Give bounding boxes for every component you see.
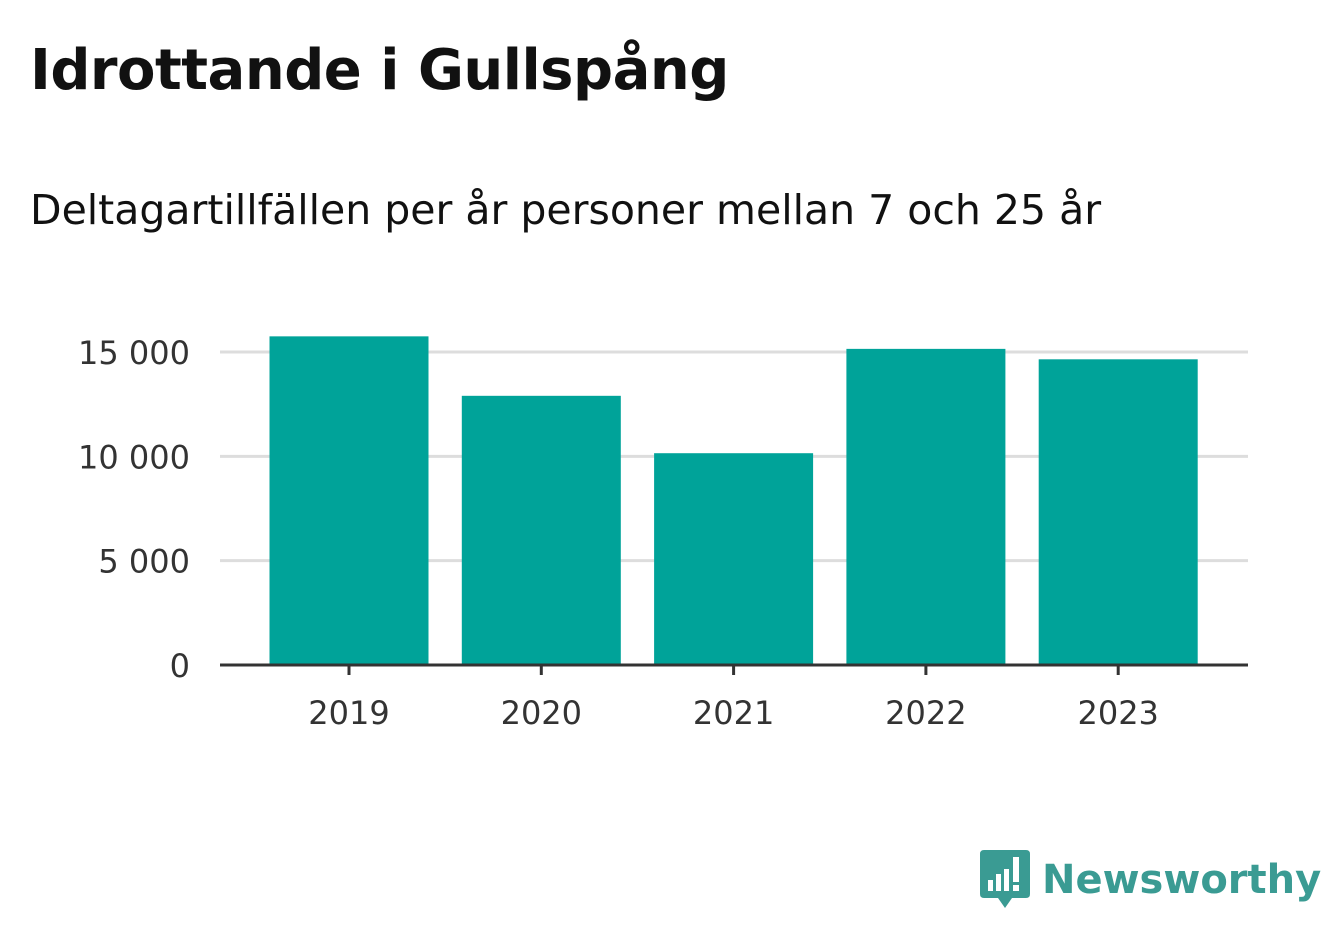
x-tick-label: 2021 [693, 694, 774, 732]
y-tick-label: 15 000 [78, 334, 190, 372]
bar-2022 [846, 348, 1006, 665]
bar-2023 [1038, 359, 1198, 665]
chart-title: Idrottande i Gullspång [30, 38, 729, 103]
brand-name: Newsworthy [1042, 857, 1322, 903]
bar-2020 [461, 395, 621, 665]
x-axis [220, 663, 1248, 675]
x-tick-label: 2020 [501, 694, 582, 732]
newsworthy-logo-icon [980, 850, 1030, 908]
x-tick-label: 2019 [308, 694, 389, 732]
bars [269, 336, 1198, 665]
bar-2021 [654, 453, 814, 665]
x-axis-tick-labels: 2019 2020 2021 2022 2023 [308, 694, 1159, 732]
x-tick-label: 2022 [885, 694, 966, 732]
y-tick-label: 0 [170, 647, 190, 685]
y-tick-label: 10 000 [78, 438, 190, 476]
y-axis-tick-labels: 0 5 000 10 000 15 000 [78, 334, 190, 685]
bar-2019 [269, 336, 429, 665]
y-tick-label: 5 000 [98, 543, 190, 581]
newsworthy-logo: Newsworthy [980, 848, 1321, 912]
x-tick-label: 2023 [1077, 694, 1158, 732]
chart-subtitle: Deltagartillfällen per år personer mella… [30, 186, 1102, 234]
